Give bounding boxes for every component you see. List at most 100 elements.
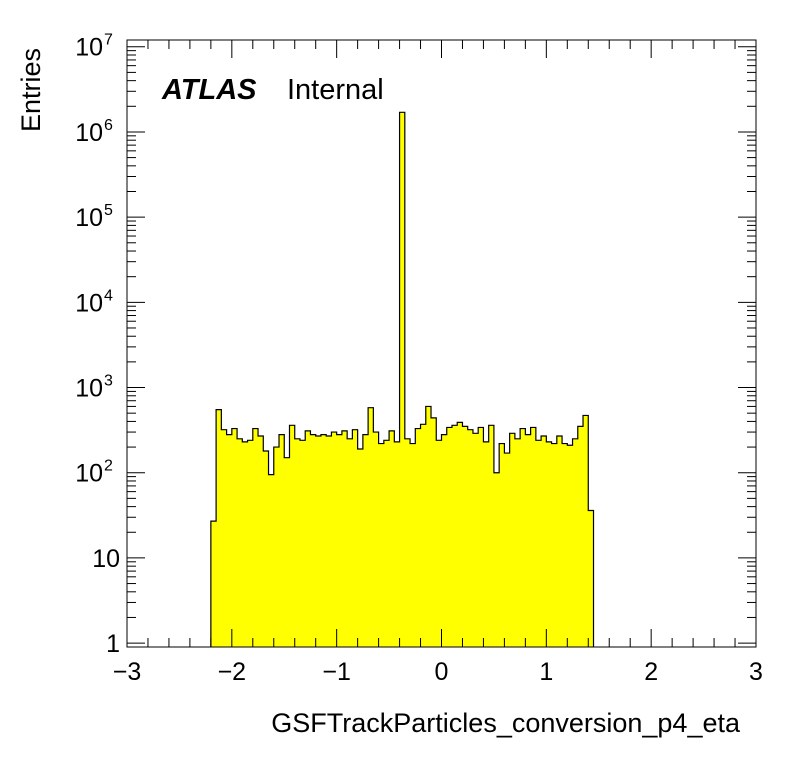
histogram-bar: [289, 425, 296, 647]
histogram-bar: [415, 428, 421, 647]
histogram-bar: [294, 438, 301, 647]
histogram-bar: [514, 438, 521, 647]
histogram-bar: [315, 435, 322, 647]
histogram-bar: [551, 443, 558, 647]
histogram-bar: [226, 434, 233, 647]
histogram-bar: [258, 435, 264, 647]
histogram-bar: [472, 433, 479, 647]
histogram-bar: [420, 424, 427, 647]
y-tick-exponent: 6: [104, 117, 113, 134]
histogram-bar: [525, 434, 531, 647]
x-tick-label: 2: [644, 658, 658, 686]
histogram-bar: [520, 428, 526, 647]
y-tick-exponent: 7: [104, 32, 113, 49]
histogram-bar: [373, 432, 379, 647]
y-tick-label: 10: [75, 34, 103, 62]
histogram-bar: [493, 472, 500, 647]
histogram-bar: [483, 441, 489, 647]
histogram-bar: [347, 438, 353, 647]
histogram-bar: [462, 426, 469, 647]
histogram-bar: [326, 435, 332, 647]
y-tick-label: 10: [75, 289, 103, 317]
histogram-bar: [535, 440, 542, 647]
histogram-bar: [431, 417, 437, 647]
histogram-bar: [572, 438, 579, 647]
histogram-bar: [352, 429, 358, 647]
y-tick-exponent: 2: [104, 458, 113, 475]
axis-ticks: [126, 40, 757, 647]
histogram-bar: [221, 429, 227, 647]
x-axis-title: GSFTrackParticles_conversion_p4_eta: [271, 708, 741, 738]
y-tick-exponent: 3: [104, 373, 113, 390]
histogram-bar: [362, 434, 369, 647]
histogram-bar: [237, 438, 243, 647]
histogram-bar: [457, 422, 463, 647]
histogram-bar: [562, 443, 568, 647]
internal-label: Internal: [287, 74, 384, 106]
histogram-bar: [509, 433, 516, 647]
y-tick-label: 10: [92, 545, 120, 573]
histogram-bar: [268, 474, 275, 647]
y-tick-label: 10: [75, 375, 103, 403]
y-tick-exponent: 5: [104, 202, 113, 219]
histogram-bar: [451, 425, 458, 647]
histogram-bar: [252, 428, 259, 647]
histogram-bar: [441, 434, 448, 647]
histogram-bar: [231, 428, 238, 647]
histogram-bar: [583, 415, 589, 647]
y-tick-label: 1: [106, 630, 120, 658]
histogram-bar: [310, 434, 316, 647]
histogram-bar: [247, 440, 254, 647]
histogram-bar: [399, 112, 406, 648]
histogram-bar: [383, 440, 390, 647]
x-tick-label: −1: [322, 658, 351, 686]
histogram-bar: [299, 440, 306, 647]
histogram-bar: [436, 440, 442, 647]
histogram-bars: [210, 111, 595, 648]
histogram-bar: [357, 448, 364, 647]
histogram-bar: [394, 441, 400, 647]
histogram-bar: [404, 438, 411, 647]
histogram-bar: [567, 445, 573, 647]
y-axis-title: Entries: [16, 48, 46, 132]
histogram-bar: [546, 441, 552, 647]
histogram-bar: [368, 407, 374, 647]
histogram-bar: [279, 434, 285, 647]
y-tick-exponent: 4: [104, 287, 113, 304]
histogram-outline: [210, 111, 595, 647]
histogram-bar: [210, 521, 217, 647]
histogram-bar: [305, 430, 311, 647]
histogram-bar: [273, 447, 280, 647]
histogram-bar: [577, 426, 584, 647]
histogram-bar: [336, 434, 343, 647]
histogram-bar: [378, 443, 385, 647]
histogram-bar: [556, 435, 563, 647]
histogram-bar: [588, 510, 594, 647]
histogram-bar: [331, 432, 337, 647]
histogram-bar: [341, 430, 348, 647]
histogram-bar: [499, 443, 505, 647]
x-tick-label: 3: [749, 658, 763, 686]
histogram-bar: [263, 450, 269, 647]
histogram-bar: [242, 441, 248, 647]
histogram-bar: [488, 425, 495, 647]
histogram-bar: [216, 409, 222, 647]
x-tick-label: −3: [113, 658, 142, 686]
x-tick-label: 0: [435, 658, 449, 686]
histogram-bar: [320, 434, 327, 647]
y-tick-label: 10: [75, 119, 103, 147]
histogram-bar: [446, 427, 453, 647]
histogram-bar: [389, 430, 395, 647]
histogram-bar: [530, 427, 537, 647]
histogram-bar: [467, 429, 474, 647]
histogram-bar: [410, 443, 416, 647]
x-tick-labels: −3 −2 −1 0 1 2 3: [113, 658, 763, 686]
x-tick-label: 1: [539, 658, 553, 686]
x-tick-label: −2: [218, 658, 247, 686]
histogram-bar: [284, 457, 290, 647]
histogram-bar: [478, 427, 484, 647]
y-tick-label: 10: [75, 204, 103, 232]
histogram-bar: [504, 453, 510, 647]
